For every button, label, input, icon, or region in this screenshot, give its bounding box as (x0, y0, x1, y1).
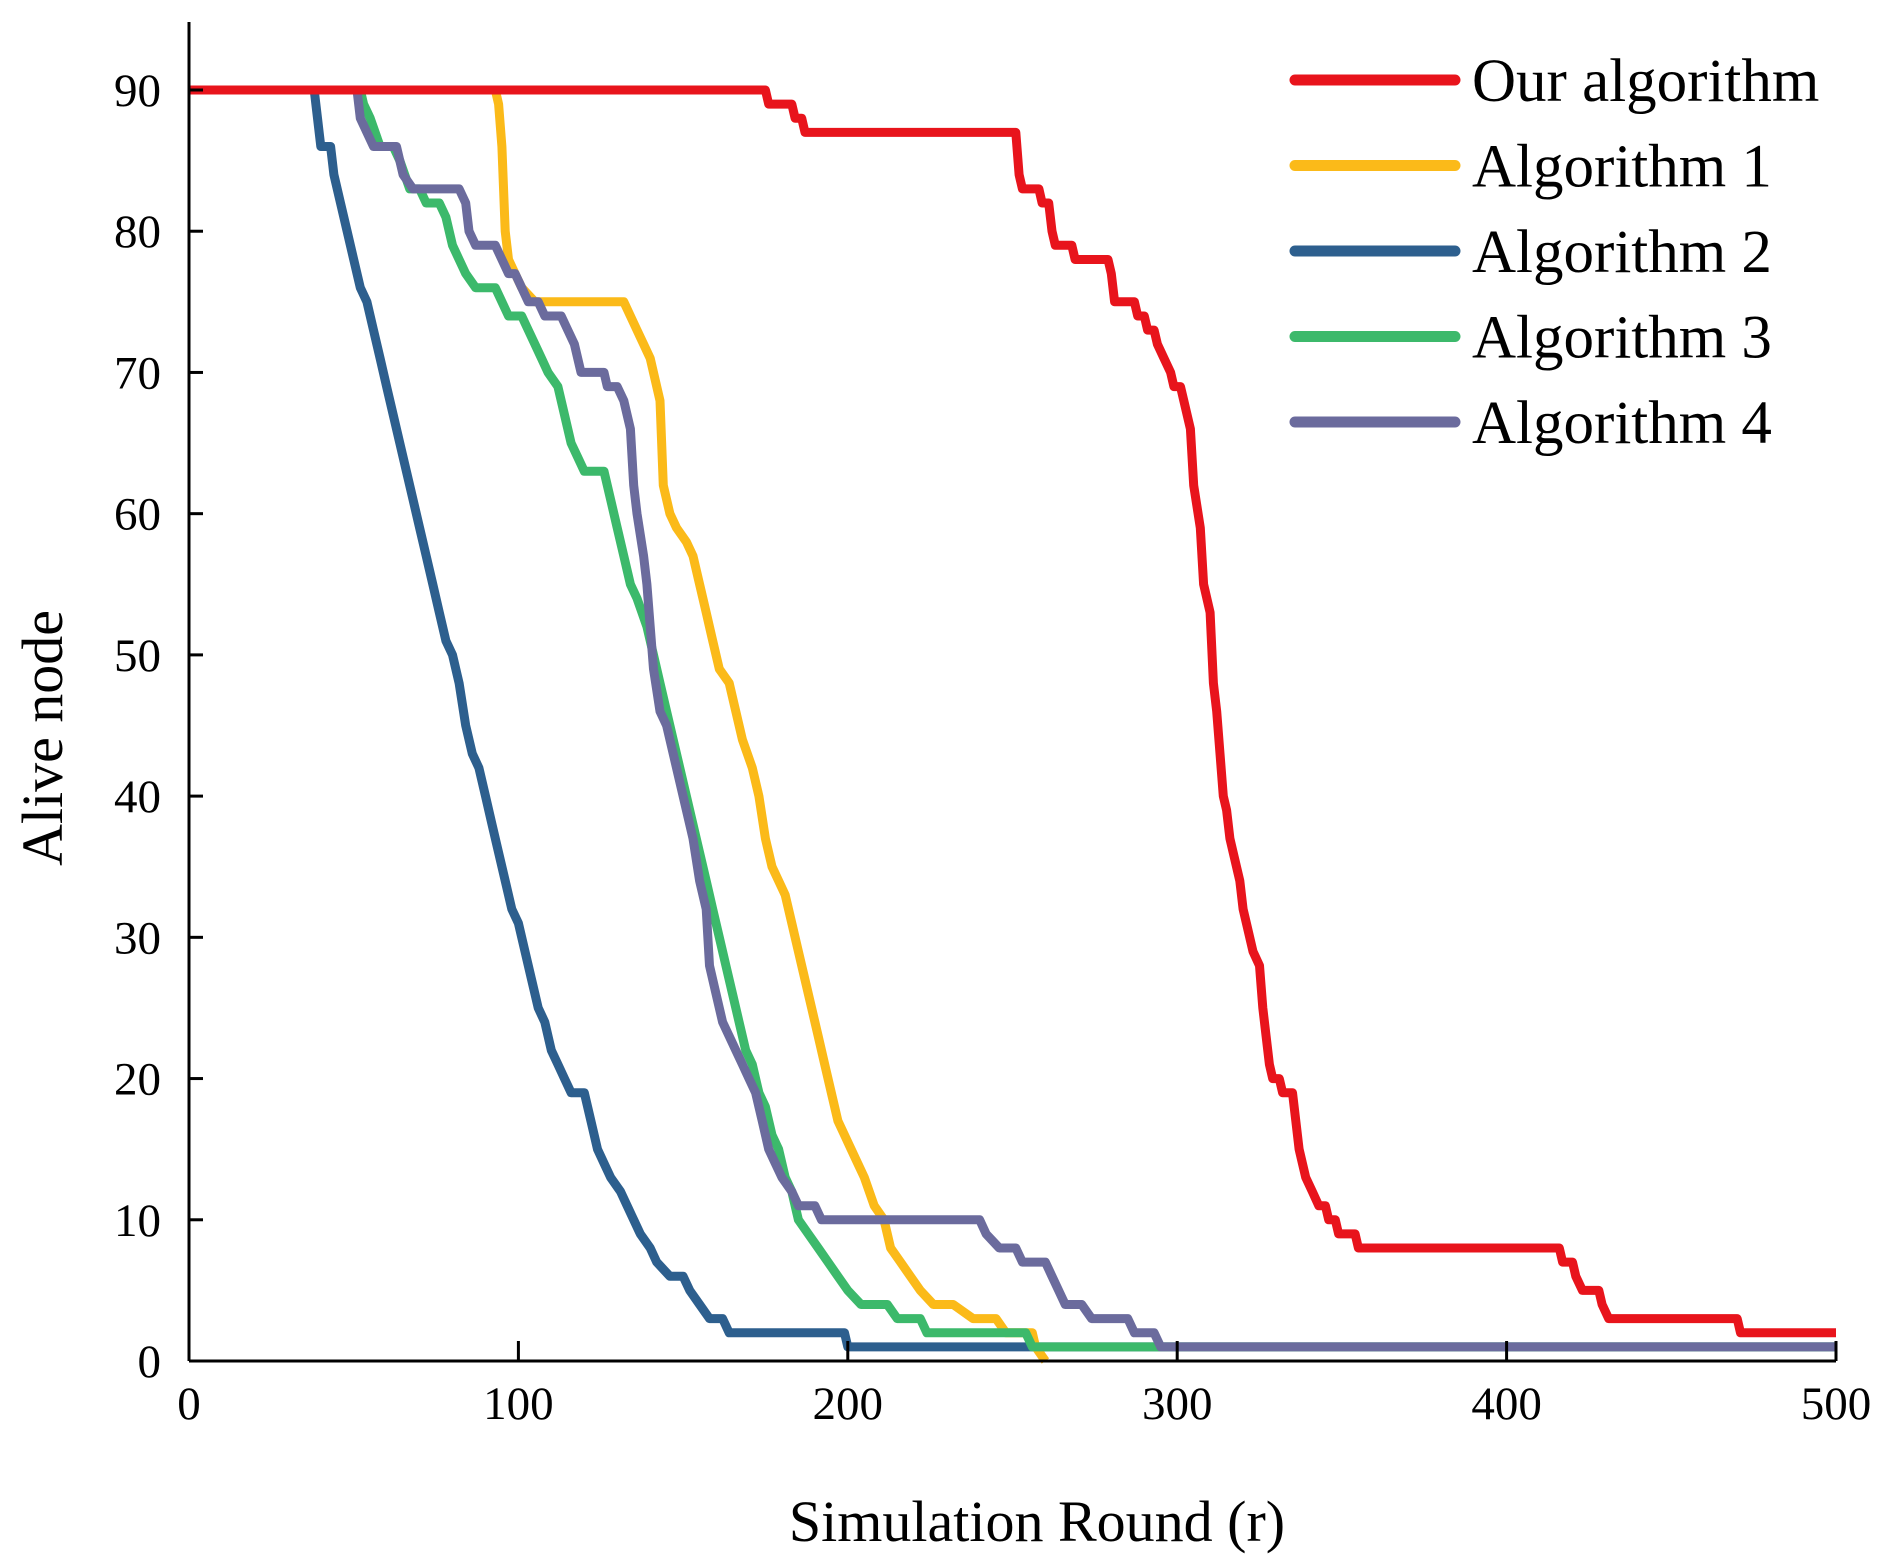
series-line-algorithm-2 (189, 85, 1836, 1352)
legend-label: Algorithm 4 (1472, 390, 1772, 457)
legend-label: Algorithm 2 (1472, 219, 1772, 286)
x-tick-label: 300 (1142, 1378, 1213, 1430)
legend-label: Our algorithm (1472, 48, 1819, 115)
x-axis-label: Simulation Round (r) (789, 1489, 1285, 1554)
y-tick-label: 20 (114, 1054, 161, 1106)
y-tick-label: 80 (114, 206, 161, 258)
y-tick-label: 0 (138, 1336, 162, 1388)
y-tick-label: 40 (114, 771, 161, 823)
series-line-our-algorithm (189, 85, 1836, 1338)
series-layer (189, 85, 1836, 1364)
series-line-algorithm-1 (189, 85, 1050, 1364)
x-tick-label: 0 (177, 1378, 201, 1430)
legend-label: Algorithm 3 (1472, 305, 1772, 372)
x-tick-label: 200 (813, 1378, 884, 1430)
legend: Our algorithm Algorithm 1 Algorithm 2 Algor… (1289, 48, 1819, 457)
y-tick-label: 50 (114, 630, 161, 682)
axes-layer (187, 22, 1836, 1363)
y-tick-label: 30 (114, 912, 161, 964)
y-tick-label: 60 (114, 489, 161, 541)
y-tick-label: 70 (114, 347, 161, 399)
legend-label: Algorithm 1 (1472, 134, 1772, 201)
ticks-layer: 0 10 20 30 40 50 60 70 80 90 0 100 200 300 400 500 (114, 65, 1871, 1430)
y-tick-label: 90 (114, 65, 161, 117)
x-tick-label: 100 (483, 1378, 554, 1430)
x-tick-label: 400 (1471, 1378, 1542, 1430)
x-tick-label: 500 (1801, 1378, 1872, 1430)
y-tick-label: 10 (114, 1195, 161, 1247)
y-axis-label: Alive node (10, 610, 75, 866)
series-line-algorithm-4 (189, 85, 1836, 1352)
